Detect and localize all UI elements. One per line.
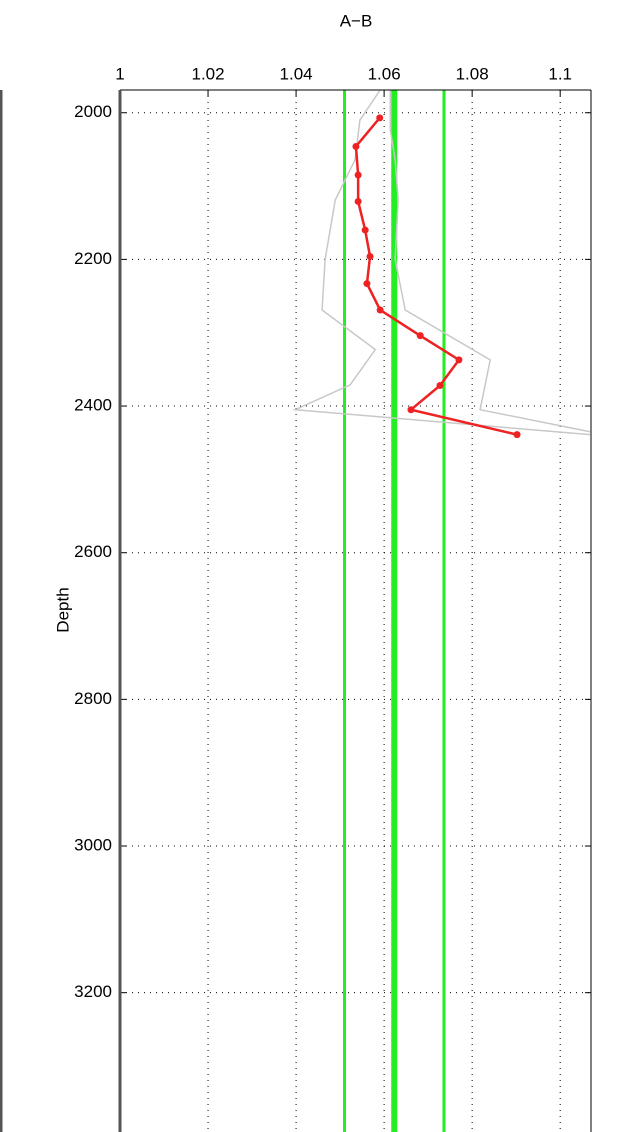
- point: [376, 306, 384, 314]
- point: [376, 114, 384, 122]
- point: [354, 171, 362, 179]
- point: [366, 252, 374, 260]
- series-line: [292, 89, 591, 436]
- x-tick-label: 1.08: [456, 64, 489, 83]
- point: [416, 332, 424, 340]
- x-tick-label: 1: [115, 64, 124, 83]
- x-tick-label: 1.1: [548, 64, 572, 83]
- y-axis-label: Depth: [53, 587, 72, 632]
- point: [455, 356, 463, 364]
- y-tick-label: 3000: [74, 836, 112, 855]
- y-tick-label: 2000: [74, 102, 112, 121]
- series-line: [389, 90, 591, 433]
- x-tick-label: 1.04: [280, 64, 313, 83]
- point: [513, 431, 521, 439]
- point: [361, 226, 369, 234]
- y-tick-label: 3200: [74, 982, 112, 1001]
- point: [407, 406, 415, 414]
- annotation: Please note that statistics are bad: [205, 1130, 535, 1132]
- y-tick-label: 2400: [74, 396, 112, 415]
- x-tick-label: 1.02: [191, 64, 224, 83]
- point: [363, 280, 371, 288]
- point: [436, 382, 444, 390]
- chart-title: A−B: [340, 11, 373, 30]
- y-tick-label: 2600: [74, 542, 112, 561]
- x-tick-label: 1.06: [368, 64, 401, 83]
- series-line: [354, 117, 518, 436]
- y-tick-label: 2200: [74, 249, 112, 268]
- y-tick-label: 2800: [74, 689, 112, 708]
- point: [352, 142, 360, 150]
- point: [354, 197, 362, 205]
